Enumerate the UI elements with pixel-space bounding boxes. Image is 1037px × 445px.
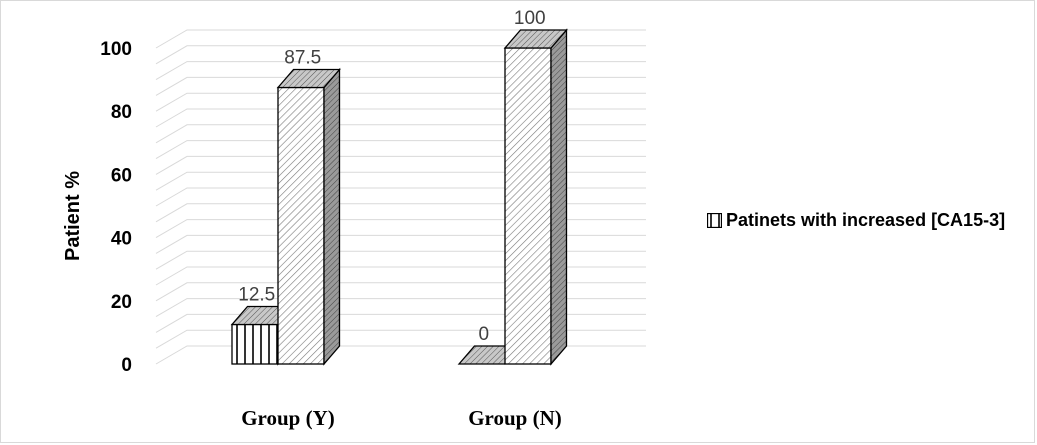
y-tick-label: 20 <box>111 292 132 313</box>
gridline <box>155 61 646 81</box>
y-tick-label: 100 <box>100 39 132 60</box>
bar-side <box>323 67 341 366</box>
gridline <box>155 234 646 254</box>
x-tick-label: Group (Y) <box>241 406 335 430</box>
legend-swatch-icon <box>707 213 722 228</box>
bar-0-1 <box>276 67 341 366</box>
gridline <box>155 140 646 160</box>
gridline <box>155 45 646 65</box>
gridline <box>155 124 646 144</box>
bar-top <box>276 68 341 89</box>
gridline <box>155 250 646 270</box>
x-tick-label: Group (N) <box>468 406 562 430</box>
legend-label: Patinets with increased [CA15-3] <box>726 210 1006 230</box>
data-label: 87.5 <box>284 48 321 69</box>
bar-1-1 <box>503 28 568 366</box>
gridlines <box>155 29 646 365</box>
gridline <box>155 92 646 112</box>
gridline <box>155 298 646 318</box>
gridline <box>155 313 646 333</box>
gridline <box>155 76 646 96</box>
gridline <box>155 203 646 223</box>
gridline <box>155 29 646 49</box>
gridline <box>155 155 646 175</box>
bar-front <box>504 47 552 365</box>
gridline <box>155 187 646 207</box>
y-tick-label: 0 <box>121 355 132 376</box>
y-tick-label: 60 <box>111 165 132 186</box>
gridline <box>155 219 646 239</box>
x-axis: Group (Y) Group (N) <box>241 406 562 430</box>
bars <box>230 28 568 366</box>
bar-side <box>550 28 568 366</box>
data-label: 12.5 <box>238 285 275 306</box>
gridline <box>155 282 646 302</box>
data-label: 100 <box>514 8 546 29</box>
gridline <box>155 108 646 128</box>
y-axis-title: Patient % <box>62 171 84 261</box>
data-labels: 12.5 87.5 0 100 <box>238 8 545 345</box>
gridline <box>155 329 646 349</box>
gridline <box>155 171 646 191</box>
y-tick-label: 80 <box>111 102 132 123</box>
bar-top <box>503 29 568 49</box>
y-axis: 0 20 40 60 80 100 <box>100 39 132 376</box>
y-tick-label: 40 <box>111 229 132 250</box>
bar-front <box>231 323 279 365</box>
data-label: 0 <box>478 324 489 345</box>
gridline <box>155 345 646 365</box>
legend: Patinets with increased [CA15-3] <box>707 208 1027 233</box>
gridline <box>155 266 646 286</box>
bar-front <box>277 86 325 365</box>
